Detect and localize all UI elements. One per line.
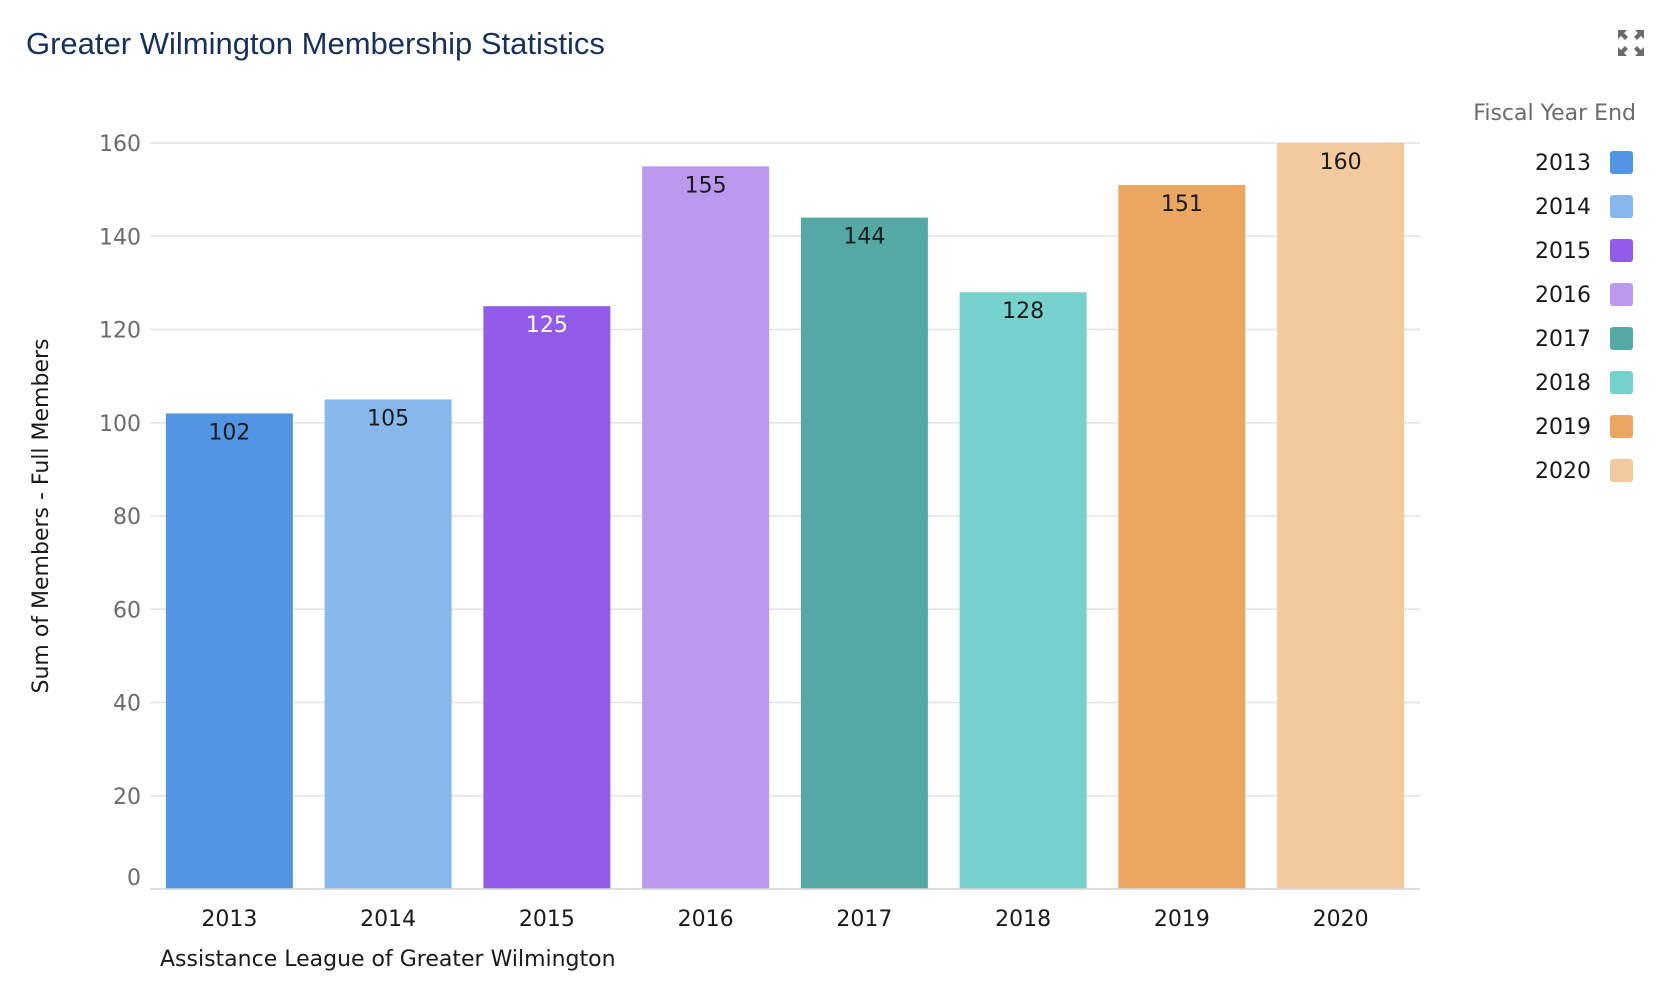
x-tick-label: 2017	[836, 907, 892, 932]
legend-entry-label: 2016	[1535, 283, 1591, 308]
y-tick-label: 100	[99, 412, 141, 437]
data-label: 125	[526, 313, 568, 338]
legend-swatch[interactable]	[1610, 283, 1633, 306]
legend-entry-label: 2019	[1535, 415, 1591, 440]
y-tick-label: 0	[127, 866, 141, 891]
y-tick-label: 80	[113, 505, 141, 530]
legend-entry-label: 2013	[1535, 151, 1591, 176]
data-label: 105	[367, 406, 409, 431]
bar-2016[interactable]	[642, 166, 770, 889]
x-tick-label: 2018	[995, 907, 1051, 932]
chart-title: Greater Wilmington Membership Statistics	[26, 26, 605, 61]
y-tick-label: 120	[99, 319, 141, 344]
x-tick-label: 2016	[678, 907, 734, 932]
x-tick-label: 2013	[201, 907, 257, 932]
legend-swatch[interactable]	[1610, 151, 1633, 174]
y-tick-label: 160	[99, 132, 141, 157]
y-tick-label: 140	[99, 225, 141, 250]
x-axis-ticks: 2013 2014 2015 2016 2017 2018 2019 2020	[201, 907, 1368, 932]
y-axis-title: Sum of Members - Full Members	[29, 339, 54, 694]
bar-2013[interactable]	[165, 413, 293, 889]
data-label: 128	[1002, 299, 1044, 324]
bar-2018[interactable]	[959, 292, 1087, 889]
x-axis-title: Assistance League of Greater Wilmington	[160, 947, 616, 972]
data-label: 102	[208, 420, 250, 445]
data-label: 151	[1161, 192, 1203, 217]
x-tick-label: 2015	[519, 907, 575, 932]
legend: 2013 2014 2015 2016 2017 2018 2019 2020	[1535, 151, 1633, 484]
x-tick-label: 2014	[360, 907, 416, 932]
data-label: 160	[1320, 150, 1362, 175]
legend-entry-label: 2017	[1535, 327, 1591, 352]
legend-swatch[interactable]	[1610, 327, 1633, 350]
legend-entry-label: 2018	[1535, 371, 1591, 396]
legend-entry-label: 2015	[1535, 239, 1591, 264]
y-tick-label: 20	[113, 785, 141, 810]
legend-entry-label: 2020	[1535, 459, 1591, 484]
y-tick-label: 60	[113, 598, 141, 623]
data-label: 144	[843, 225, 885, 250]
bar-2015[interactable]	[483, 306, 611, 889]
legend-swatch[interactable]	[1610, 371, 1633, 394]
legend-title: Fiscal Year End	[1473, 101, 1636, 126]
bar-2014[interactable]	[324, 399, 452, 889]
x-tick-label: 2020	[1313, 907, 1369, 932]
data-label: 155	[685, 173, 727, 198]
bars: 102 105 125 155 144 128 151 160	[165, 143, 1405, 890]
legend-swatch[interactable]	[1610, 415, 1633, 438]
x-tick-label: 2019	[1154, 907, 1210, 932]
bar-2019[interactable]	[1118, 184, 1246, 889]
legend-swatch[interactable]	[1610, 195, 1633, 218]
y-axis-ticks: 0 20 40 60 80 100 120 140 160	[99, 132, 141, 891]
bar-2020[interactable]	[1277, 143, 1405, 889]
legend-swatch[interactable]	[1610, 239, 1633, 262]
expand-arrows-icon[interactable]	[1612, 24, 1650, 62]
legend-entry-label: 2014	[1535, 195, 1591, 220]
bar-2017[interactable]	[800, 217, 928, 890]
y-tick-label: 40	[113, 692, 141, 717]
legend-swatch[interactable]	[1610, 459, 1633, 482]
